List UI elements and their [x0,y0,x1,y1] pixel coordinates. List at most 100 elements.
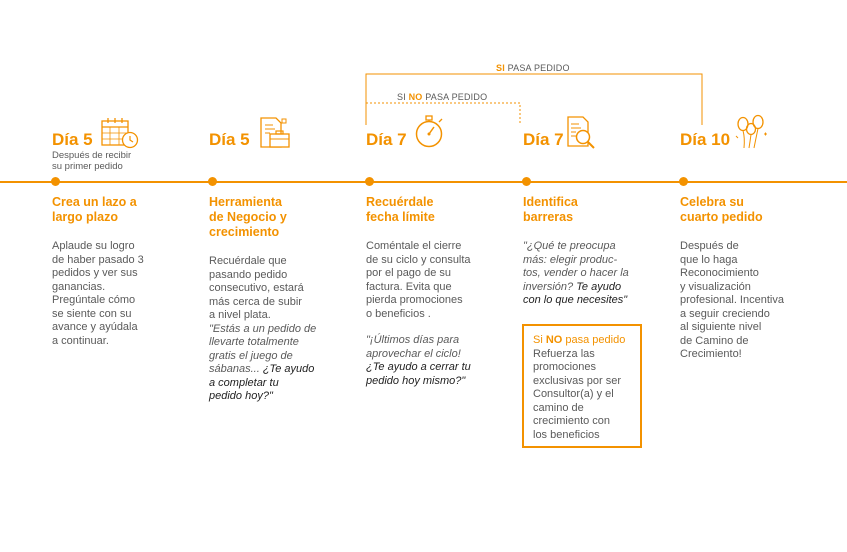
quote-line: gratis el juego de [209,349,293,362]
body-line: Crecimiento! [680,348,742,360]
title-line: largo plazo [52,210,118,224]
step-1-day: Día 5 [52,130,93,149]
body-line: Coméntale el cierre [366,240,462,252]
step-2-title: Herramienta de Negocio y crecimiento [209,195,287,240]
quote-emphasis: a completar tu [209,376,279,389]
step-3-quote: "¡Últimos días para aprovechar el ciclo!… [366,334,471,388]
box-line: los beneficios [533,428,600,441]
body-line: Pregúntale cómo [52,294,136,306]
body-line: al siguiente nivel [680,321,762,333]
step-5-body: Después de que lo haga Reconocimiento y … [680,240,784,362]
step-1-subtitle: Después de recibir su primer pedido [52,150,131,172]
no-pasa-prefix: SI [397,92,409,102]
body-line: y visualización [680,280,751,293]
body-line: avance y ayúdala [52,321,138,333]
step-3-body: Coméntale el cierre de su ciclo y consul… [366,240,471,388]
body-line: pedidos y ver sus [52,267,138,279]
body-line: Aplaude su logro [52,240,135,252]
subtitle-line: Después de recibir [52,150,132,161]
body-line: por el pago de su [366,267,452,279]
timeline-dot [365,177,374,186]
no-pasa-pedido-label: SI NO PASA PEDIDO [397,92,487,102]
body-line: de su ciclo y consulta [366,253,471,266]
body-line: a seguir creciendo [680,307,770,320]
si-pasa-rest: PASA PEDIDO [504,63,570,73]
step-4-title: Identifica barreras [523,195,578,225]
quote-emphasis: con lo que necesites" [523,294,628,306]
quote-text: inversión? [523,280,577,293]
quote-emphasis: pedido hoy?" [209,390,273,402]
body-line: a nivel plata. [209,309,271,321]
title-line: cuarto pedido [680,210,763,224]
timeline-dot [679,177,688,186]
quote-emphasis: pedido hoy mismo?" [366,374,466,387]
box-line: Consultor(a) y el [533,388,614,400]
document-search-icon [567,116,595,149]
title-line: barreras [523,210,574,224]
title-line: crecimiento [209,225,280,239]
body-line: más cerca de subir [209,295,302,308]
quote-text: sábanas... [209,363,263,375]
step-4-quote: "¿Qué te preocupa más: elegir produc- to… [523,240,629,308]
title-line: Crea un lazo a [52,195,137,209]
quote-emphasis: ¿Te ayudo a cerrar tu [366,361,471,373]
timeline-dot [208,177,217,186]
quote-line: "Estás a un pedido de [209,322,317,335]
timeline-line [0,180,847,183]
box-heading: Si NO pasa pedido [533,334,631,348]
body-line: que lo haga [680,253,738,266]
body-line: Después de [680,240,739,252]
body-line: Reconocimiento [680,267,759,279]
title-line: de Negocio y [209,210,287,224]
title-line: fecha límite [366,210,435,224]
quote-line: sábanas... ¿Te ayudo [209,363,316,377]
title-line: Identifica [523,195,578,209]
body-line: o beneficios . [366,307,431,320]
timeline-dot [51,177,60,186]
box-line: promociones [533,361,596,373]
body-line: factura. Evita que [366,280,452,293]
step-5-day: Día 10 [680,130,731,149]
quote-line: aprovechar el ciclo! [366,347,461,360]
body-line: consecutivo, estará [209,282,304,294]
step-3-day: Día 7 [366,130,407,149]
box-heading-rest: pasa pedido [562,334,626,346]
body-line: de Camino de [680,334,749,347]
quote-line: tos, vender o hacer la [523,267,629,279]
si-pasa-pedido-label: SI PASA PEDIDO [496,63,570,73]
box-heading-keyword: NO [545,334,563,346]
balloons-icon [735,114,767,149]
body-line: Recuérdale que [209,255,287,267]
body-line: pasando pedido [209,268,288,281]
box-line: Refuerza las [533,347,595,360]
quote-line: "¡Últimos días para [366,334,460,346]
box-line: camino de [533,401,584,414]
box-line: exclusivas por ser [533,374,622,387]
box-heading-prefix: Si [533,334,546,346]
quote-line: más: elegir produc- [523,253,618,266]
body-line: profesional. Incentiva [680,294,784,306]
quote-emphasis: Te ayudo [576,280,622,293]
business-tools-icon [260,117,290,148]
body-line: a continuar. [52,334,109,347]
step-2-day: Día 5 [209,130,250,149]
subtitle-line: su primer pedido [52,161,123,172]
step-2-body: Recuérdale que pasando pedido consecutiv… [209,255,316,404]
quote-line: llevarte totalmente [209,336,299,348]
title-line: Herramienta [209,195,282,209]
quote-line: inversión? Te ayudo [523,281,629,295]
no-pasa-rest: PASA PEDIDO [422,92,488,102]
si-keyword: SI [496,63,505,73]
step-1-body: Aplaude su logro de haber pasado 3 pedid… [52,240,144,348]
box-line: crecimiento con [533,415,611,427]
step-3-title: Recuérdale fecha límite [366,195,435,225]
body-line: se siente con su [52,307,132,320]
body-line: ganancias. [52,280,106,293]
step-1-title: Crea un lazo a largo plazo [52,195,137,225]
calendar-clock-icon [101,118,139,149]
stopwatch-icon [415,115,443,148]
title-line: Celebra su [680,195,744,209]
step-5-title: Celebra su cuarto pedido [680,195,763,225]
no-keyword: NO [408,92,423,102]
